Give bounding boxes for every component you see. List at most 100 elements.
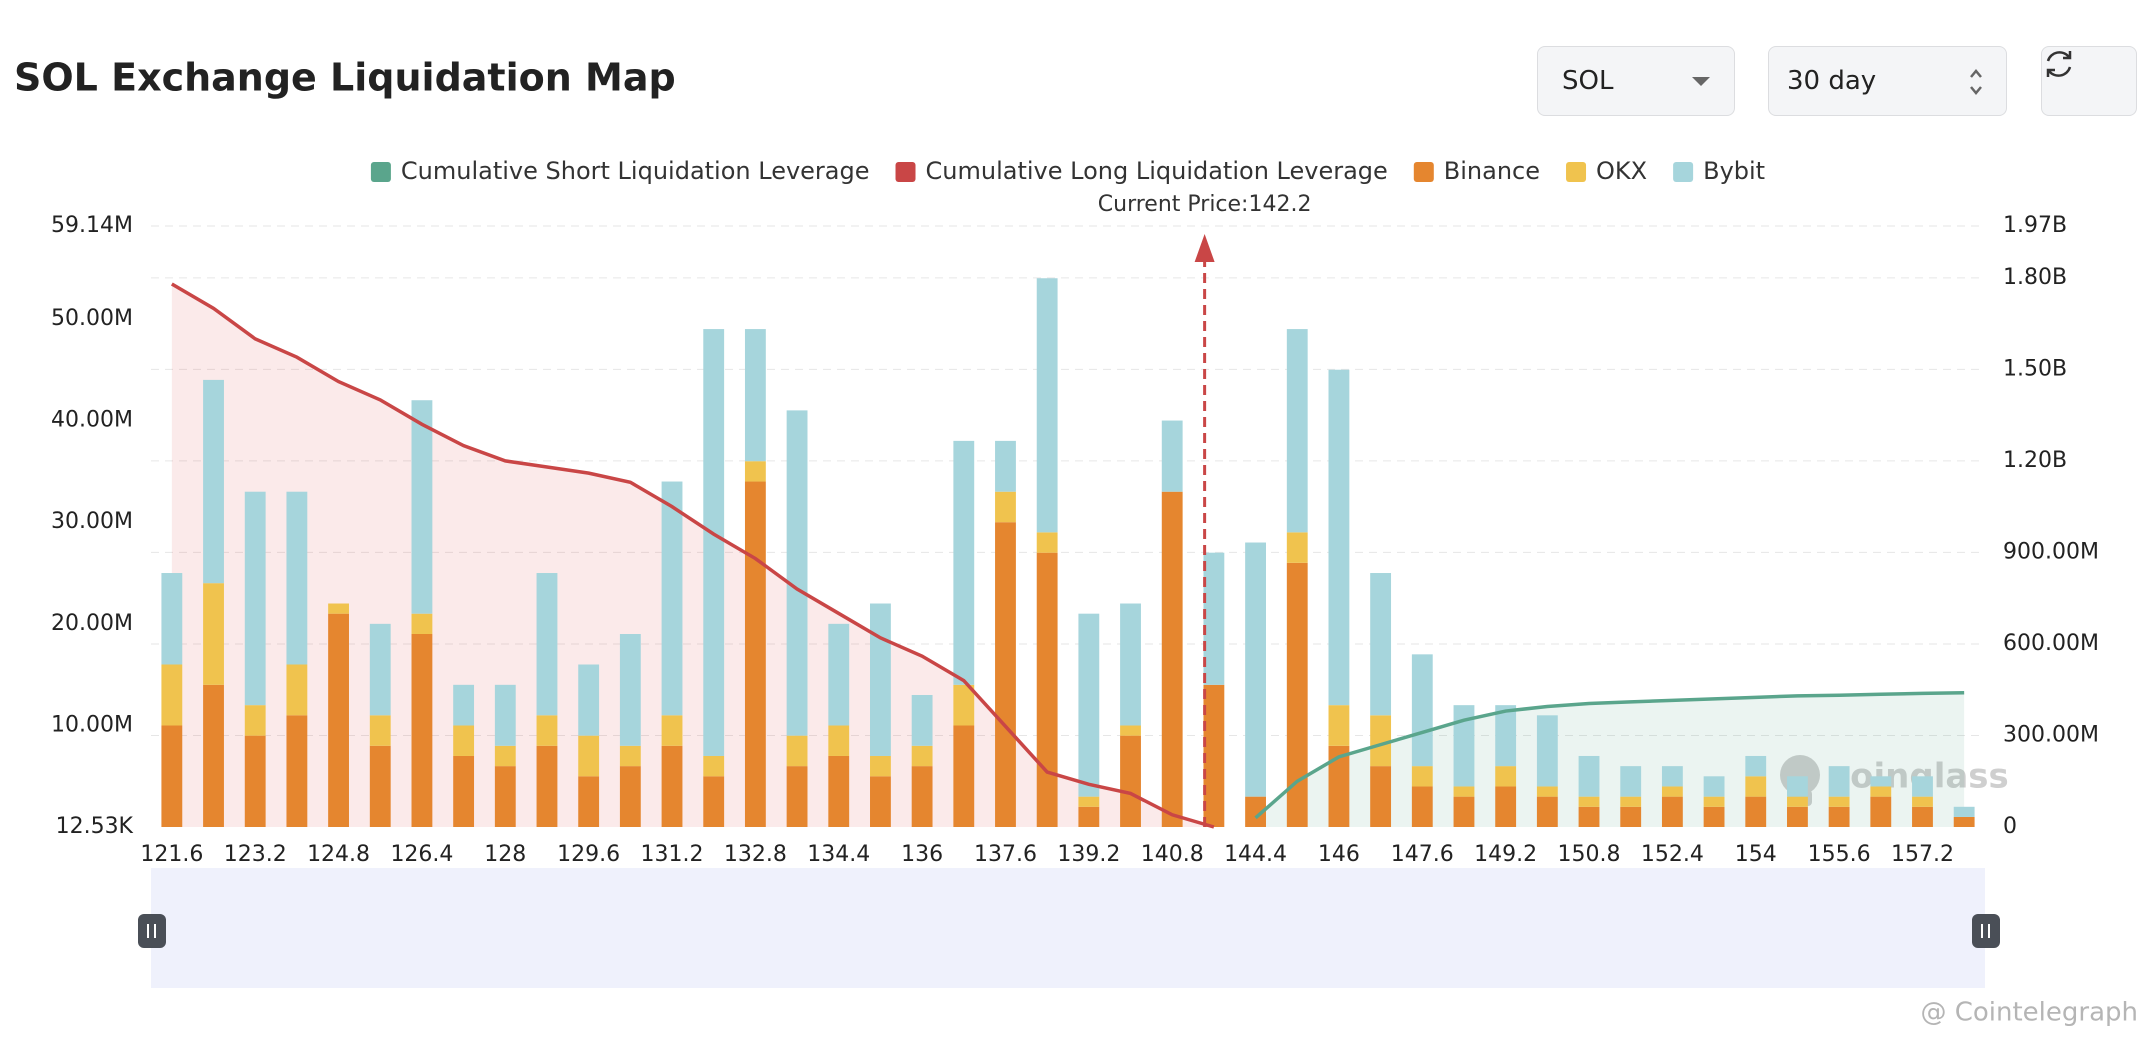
bar-segment — [1953, 806, 1975, 817]
bar-segment — [1828, 766, 1850, 797]
bar-segment — [203, 583, 224, 685]
bar-segment — [494, 684, 516, 746]
bar-segment — [1286, 532, 1308, 563]
bar-segment — [244, 705, 266, 736]
bar-segment — [1620, 796, 1642, 807]
bar-segment — [161, 725, 183, 827]
bar-segment — [703, 329, 725, 756]
y-tick-label: 30.00M — [51, 509, 133, 534]
bar-segment — [1203, 684, 1225, 827]
symbol-value: SOL — [1562, 66, 1614, 96]
bar-segment — [1828, 796, 1850, 807]
refresh-button[interactable] — [2041, 46, 2137, 116]
bar-segment — [786, 735, 808, 767]
y2-tick-label: 1.97B — [2003, 213, 2067, 238]
bar-segment — [453, 755, 475, 827]
y-tick-label: 59.14M — [51, 213, 133, 238]
bar-segment — [1495, 786, 1517, 827]
legend: Cumulative Short Liquidation Leverage Cum… — [370, 157, 1765, 185]
bar-segment — [411, 400, 433, 614]
legend-label: Cumulative Long Liquidation Leverage — [926, 157, 1388, 185]
bar-segment — [1120, 725, 1141, 736]
bar-segment — [911, 766, 933, 827]
legend-item[interactable]: Cumulative Short Liquidation Leverage — [370, 157, 870, 185]
x-tick-label: 126.4 — [390, 842, 453, 867]
bar-segment — [786, 766, 808, 827]
bar-segment — [661, 745, 683, 827]
x-tick-label: 132.8 — [724, 842, 787, 867]
bar-segment — [369, 715, 391, 746]
bar-segment — [1120, 735, 1141, 827]
bar-segment — [619, 745, 641, 767]
legend-item[interactable]: OKX — [1566, 157, 1647, 185]
bar-segment — [1286, 329, 1308, 533]
bar-segment — [870, 755, 891, 777]
bar-segment — [1787, 806, 1808, 827]
x-tick-label: 152.4 — [1641, 842, 1704, 867]
refresh-icon — [2046, 51, 2072, 77]
legend-item[interactable]: Binance — [1413, 157, 1540, 185]
slider-handle[interactable] — [1972, 914, 2000, 948]
legend-label: Binance — [1444, 157, 1540, 185]
bar-segment — [911, 745, 933, 767]
bar-segment — [453, 684, 475, 726]
zoom-slider[interactable] — [151, 868, 1985, 988]
bar-segment — [1703, 796, 1725, 807]
bar-segment — [1245, 542, 1266, 797]
y2-tick-label: 900.00M — [2003, 539, 2099, 564]
bar-segment — [1495, 705, 1517, 767]
legend-item[interactable]: Cumulative Long Liquidation Leverage — [895, 157, 1388, 185]
bar-segment — [1453, 705, 1475, 787]
bar-segment — [536, 715, 558, 746]
slider-handle[interactable] — [138, 914, 166, 948]
x-tick-label: 134.4 — [807, 842, 870, 867]
bar-segment — [1745, 755, 1767, 777]
y2-tick-label: 0 — [2003, 814, 2017, 839]
bar-segment — [536, 745, 558, 827]
bar-segment — [1495, 766, 1517, 787]
bar-segment — [1578, 796, 1600, 807]
line-area — [1255, 692, 1965, 827]
bar-segment — [286, 491, 308, 665]
bar-segment — [203, 379, 224, 584]
bar-segment — [1078, 806, 1100, 827]
x-tick-label: 124.8 — [307, 842, 370, 867]
bar-segment — [1828, 806, 1850, 827]
bar-segment — [1787, 796, 1808, 807]
y2-tick-label: 1.50B — [2003, 356, 2067, 381]
bar-segment — [953, 725, 975, 827]
period-select[interactable]: 30 day — [1768, 46, 2007, 116]
y-tick-label: 12.53K — [56, 814, 134, 839]
bar-segment — [744, 329, 766, 462]
bar-segment — [328, 603, 349, 614]
x-tick-label: 157.2 — [1891, 842, 1954, 867]
bar-segment — [1870, 776, 1892, 787]
y2-tick-label: 1.80B — [2003, 265, 2067, 290]
bar-segment — [786, 410, 808, 736]
legend-swatch — [1566, 162, 1587, 182]
bar-segment — [1036, 552, 1058, 827]
legend-label: OKX — [1596, 157, 1647, 185]
bar-segment — [1536, 796, 1558, 827]
bar-segment — [744, 461, 766, 482]
y2-tick-label: 1.20B — [2003, 448, 2067, 473]
bar-segment — [244, 735, 266, 827]
y2-tick-label: 600.00M — [2003, 631, 2099, 656]
symbol-select[interactable]: SOL — [1537, 46, 1735, 116]
bar-segment — [369, 623, 391, 716]
bar-segment — [1578, 806, 1600, 827]
y-tick-label: 20.00M — [51, 611, 133, 636]
dropdown-caret — [1692, 77, 1710, 86]
credit: @ Cointelegraph — [1920, 998, 2138, 1028]
bar-segment — [161, 664, 183, 726]
legend-swatch — [370, 162, 391, 182]
bar-segment — [1661, 796, 1683, 827]
bar-segment — [161, 573, 183, 665]
bar-segment — [1203, 552, 1225, 685]
bar-segment — [1328, 705, 1350, 746]
x-tick-label: 149.2 — [1474, 842, 1537, 867]
legend-item[interactable]: Bybit — [1673, 157, 1765, 185]
x-tick-label: 144.4 — [1224, 842, 1287, 867]
x-tick-label: 137.6 — [974, 842, 1037, 867]
